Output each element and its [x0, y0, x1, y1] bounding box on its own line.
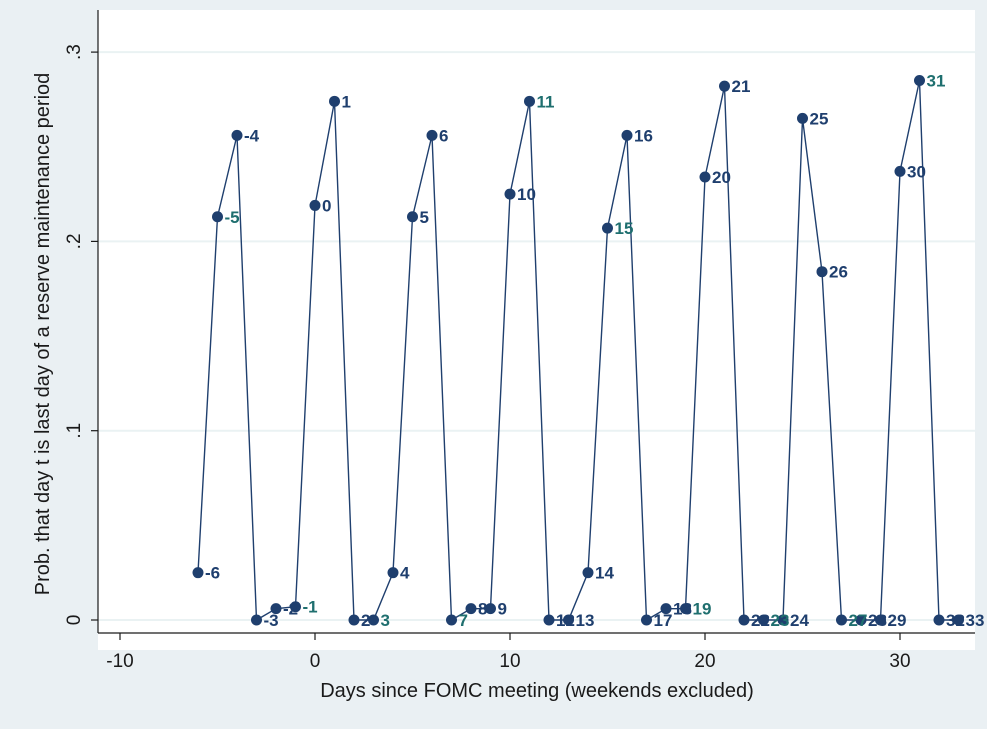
point-label: 30	[907, 162, 926, 181]
point-label: 26	[829, 263, 848, 282]
point-label: 16	[634, 126, 653, 145]
point-label: 33	[966, 611, 985, 630]
point-label: -5	[225, 208, 240, 227]
data-point	[290, 601, 301, 613]
x-tick-label: 20	[694, 651, 715, 672]
grid-layer	[98, 51, 975, 621]
data-point	[875, 614, 886, 626]
series-layer	[192, 74, 964, 626]
data-point	[407, 211, 418, 223]
point-label: 18	[673, 600, 692, 619]
point-label: 27	[849, 611, 868, 630]
point-label: -1	[303, 598, 318, 617]
x-tick-label: 30	[889, 651, 910, 672]
data-point	[641, 614, 652, 626]
data-point	[855, 614, 867, 626]
point-label: 31	[927, 71, 946, 90]
y-tick-label: .2	[64, 233, 85, 249]
point-label: 12	[556, 611, 575, 630]
data-point	[797, 112, 808, 124]
point-label: 7	[459, 611, 468, 630]
data-point	[758, 614, 769, 626]
data-point	[933, 614, 945, 626]
data-point	[426, 129, 438, 141]
y-axis-title: Prob. that day t is last day of a reserv…	[32, 73, 54, 596]
data-point	[524, 95, 535, 107]
y-tick-label: .3	[64, 44, 85, 60]
tick-layer: 0.1.2.3-10 0 10 20 30	[64, 44, 911, 672]
y-tick-label: .1	[64, 423, 85, 439]
data-point	[309, 199, 321, 211]
data-point	[465, 603, 477, 615]
point-label: 11	[537, 92, 555, 111]
point-label: 8	[478, 600, 487, 619]
point-label: 28	[868, 611, 887, 630]
data-point	[329, 95, 340, 107]
data-point	[836, 614, 847, 626]
data-point	[348, 614, 360, 626]
data-point	[894, 165, 906, 177]
point-label: -4	[244, 126, 260, 145]
point-label: 29	[888, 611, 907, 630]
point-label: 0	[322, 196, 331, 215]
data-point	[212, 211, 223, 223]
data-point	[719, 80, 730, 92]
axis-layer	[97, 10, 975, 634]
data-point	[563, 614, 574, 626]
point-label: 5	[420, 208, 429, 227]
point-label: -3	[264, 611, 279, 630]
data-point	[660, 603, 672, 615]
series-line	[197, 80, 959, 622]
data-point	[485, 603, 496, 615]
point-label: 6	[439, 126, 448, 145]
point-label: 21	[732, 77, 751, 96]
point-label: 9	[498, 600, 507, 619]
point-label: 14	[595, 564, 614, 583]
data-point	[816, 266, 828, 278]
x-tick-label: 0	[310, 651, 321, 672]
data-point	[387, 567, 399, 579]
point-label: 20	[712, 168, 731, 187]
data-point	[621, 129, 633, 141]
data-point	[953, 614, 964, 626]
data-point	[192, 567, 204, 579]
data-point	[231, 129, 243, 141]
point-label: 25	[810, 109, 829, 128]
point-label: 2	[361, 611, 370, 630]
data-point	[251, 614, 262, 626]
data-point	[543, 614, 555, 626]
data-point	[914, 74, 925, 86]
x-tick-label: 10	[499, 651, 520, 672]
point-label: 24	[790, 611, 809, 630]
point-label: 32	[946, 611, 965, 630]
point-label: 19	[693, 600, 712, 619]
data-point	[446, 614, 457, 626]
y-tick-label: 0	[64, 615, 85, 626]
point-label: 4	[400, 564, 410, 583]
data-point	[602, 222, 613, 234]
point-label: 15	[615, 219, 634, 238]
data-point	[504, 188, 516, 200]
data-point	[699, 171, 711, 183]
data-point	[777, 614, 789, 626]
point-label: -2	[283, 600, 298, 619]
point-label: 17	[654, 611, 673, 630]
data-point	[368, 614, 379, 626]
data-point	[738, 614, 750, 626]
point-label: 23	[771, 611, 790, 630]
x-axis-title: Days since FOMC meeting (weekends exclud…	[320, 680, 754, 702]
point-label: 10	[517, 185, 536, 204]
point-label: 1	[342, 92, 351, 111]
data-point	[680, 603, 691, 615]
point-label: 13	[576, 611, 595, 630]
x-tick-label: -10	[106, 651, 133, 672]
point-label: -6	[205, 564, 220, 583]
point-label: 22	[751, 611, 770, 630]
point-label: 3	[381, 611, 390, 630]
data-point	[270, 603, 282, 615]
data-point	[582, 567, 594, 579]
